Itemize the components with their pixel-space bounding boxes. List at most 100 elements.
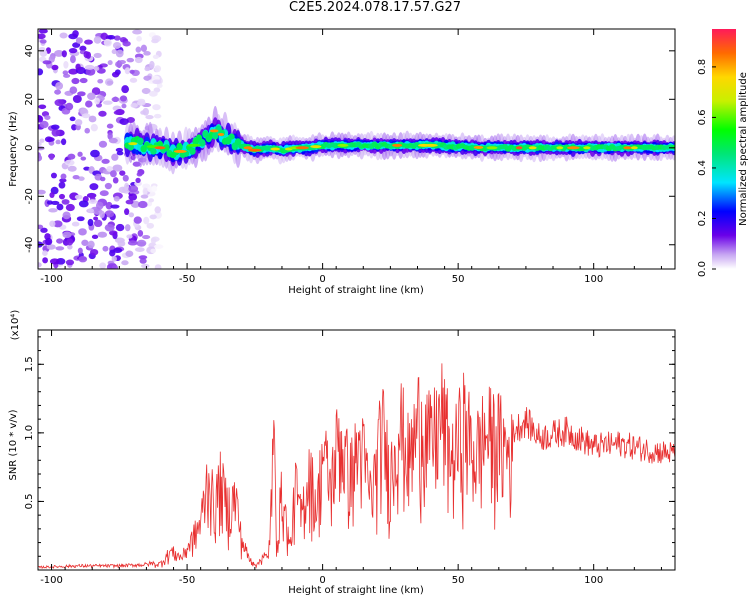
- spectrogram-frame: [37, 28, 676, 270]
- noise-blob: [39, 138, 45, 143]
- noise-blob: [79, 77, 88, 84]
- noise-blob: [115, 49, 124, 58]
- noise-blob: [87, 218, 94, 227]
- noise-blob: [93, 52, 102, 59]
- ridge-peak: [128, 142, 138, 146]
- noise-blob: [107, 60, 113, 66]
- noise-blob: [115, 61, 123, 68]
- noise-blob: [106, 165, 113, 172]
- noise-blob: [62, 211, 71, 220]
- noise-blob: [136, 100, 146, 106]
- noise-blob: [79, 45, 87, 52]
- noise-blob: [148, 90, 158, 97]
- noise-blob: [101, 158, 110, 164]
- x-tick-label: 100: [584, 274, 603, 285]
- noise-blob: [106, 123, 114, 129]
- noise-blob: [50, 172, 57, 179]
- ridge-peak: [154, 146, 166, 150]
- noise-blob: [142, 235, 151, 240]
- y-tick-label: -20: [24, 188, 35, 204]
- noise-blob: [67, 244, 73, 250]
- noise-blob: [56, 203, 64, 211]
- noise-blob: [139, 258, 147, 264]
- noise-blob: [66, 238, 74, 246]
- noise-blob: [111, 49, 117, 55]
- ridge-blob: [163, 144, 170, 152]
- y-tick-label: 40: [24, 44, 35, 57]
- noise-blob: [107, 35, 116, 40]
- noise-blob: [75, 63, 81, 71]
- noise-blob: [38, 224, 44, 230]
- noise-blob: [124, 182, 130, 191]
- noise-blob: [98, 110, 107, 117]
- noise-blob: [62, 231, 72, 239]
- noise-blob: [99, 176, 106, 182]
- noise-blob: [46, 244, 56, 250]
- noise-blob: [107, 132, 113, 140]
- noise-blob: [111, 96, 120, 102]
- noise-blob: [119, 118, 129, 125]
- colorbar-tick-label: 0.4: [697, 160, 708, 176]
- x-tick-label: -100: [40, 274, 63, 285]
- noise-blob: [51, 128, 61, 137]
- noise-blob: [113, 110, 123, 115]
- noise-blob: [152, 104, 161, 111]
- noise-blob: [39, 39, 47, 44]
- noise-blob: [98, 140, 108, 148]
- ridge-peak: [473, 145, 484, 149]
- y-tick-label: 0: [24, 145, 35, 151]
- noise-blob: [69, 116, 76, 122]
- noise-blob: [145, 114, 154, 120]
- noise-blob: [119, 170, 126, 176]
- ridge-peak: [556, 146, 564, 150]
- noise-blob: [142, 187, 148, 196]
- noise-blob: [112, 164, 123, 172]
- noise-blob: [44, 115, 51, 121]
- noise-blob: [84, 127, 90, 134]
- noise-blob: [89, 183, 99, 191]
- noise-blob: [128, 212, 135, 218]
- noise-blob: [151, 185, 158, 192]
- noise-blob: [85, 100, 93, 108]
- noise-blob: [88, 199, 98, 204]
- noise-blob: [97, 79, 104, 84]
- ridge-blob: [137, 137, 144, 146]
- noise-blob: [121, 260, 129, 266]
- noise-blob: [61, 50, 67, 58]
- noise-blob: [121, 103, 127, 109]
- noise-blob: [72, 30, 79, 38]
- noise-blob: [60, 173, 67, 180]
- noise-blob: [81, 239, 89, 246]
- noise-blob: [72, 42, 81, 48]
- noise-blob: [45, 237, 53, 246]
- noise-blob: [115, 147, 124, 153]
- noise-blob: [126, 57, 135, 63]
- noise-blob: [154, 244, 164, 249]
- noise-blob: [143, 51, 151, 56]
- ridge-blob: [150, 148, 157, 155]
- noise-blob: [129, 69, 135, 74]
- ridge-peak: [528, 146, 537, 150]
- colorbar-tick-label: 0.0: [697, 261, 708, 277]
- noise-blob: [65, 259, 75, 266]
- noise-blob: [137, 230, 144, 237]
- noise-blob: [99, 190, 109, 197]
- noise-blob: [110, 204, 120, 209]
- noise-blob: [81, 113, 91, 119]
- noise-blob: [78, 228, 87, 236]
- noise-blob: [117, 240, 126, 247]
- noise-blob: [49, 258, 60, 265]
- spectrogram-image: [38, 29, 675, 269]
- noise-blob: [55, 81, 64, 90]
- noise-blob: [128, 193, 138, 201]
- noise-blob: [90, 123, 98, 132]
- noise-blob: [102, 245, 109, 252]
- noise-blob: [38, 262, 42, 268]
- noise-blob: [93, 219, 103, 228]
- noise-blob: [54, 89, 62, 95]
- noise-blob: [42, 60, 52, 65]
- noise-blob: [71, 221, 80, 227]
- noise-blob: [156, 83, 163, 89]
- noise-blob: [149, 214, 157, 220]
